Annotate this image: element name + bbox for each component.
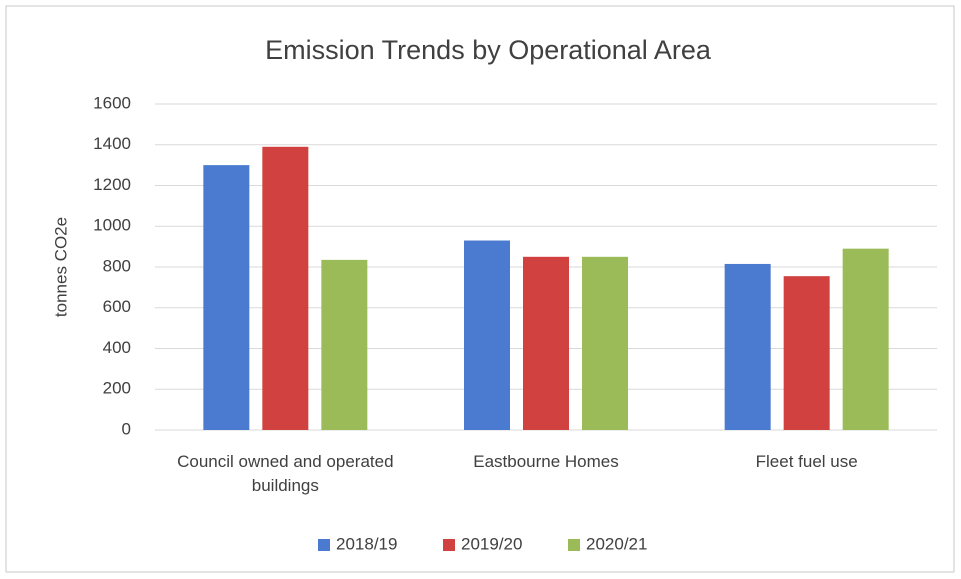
y-tick-label: 1600 — [93, 93, 131, 112]
bar — [464, 240, 510, 430]
bar — [523, 256, 569, 430]
chart-title: Emission Trends by Operational Area — [265, 35, 712, 65]
legend-label: 2018/19 — [336, 534, 397, 553]
x-tick-label: Council owned and operated buildings — [177, 452, 394, 495]
y-tick-label: 1000 — [93, 216, 131, 235]
bar — [783, 276, 830, 430]
y-axis-title: tonnes CO2e — [51, 217, 70, 317]
bar — [262, 146, 309, 430]
bar — [842, 248, 889, 430]
bar — [203, 165, 250, 430]
x-tick-label: Eastbourne Homes — [473, 452, 619, 471]
y-tick-label: 0 — [122, 419, 131, 438]
bar — [582, 256, 628, 430]
legend-swatch — [318, 539, 330, 551]
y-tick-label: 1200 — [93, 175, 131, 194]
bar — [321, 259, 368, 430]
y-tick-label: 600 — [103, 297, 131, 316]
y-tick-label: 200 — [103, 379, 131, 398]
y-tick-label: 400 — [103, 338, 131, 357]
bar — [724, 263, 771, 430]
legend-swatch — [443, 539, 455, 551]
y-tick-label: 1400 — [93, 134, 131, 153]
x-tick-label: Fleet fuel use — [755, 452, 858, 471]
legend-label: 2020/21 — [586, 534, 647, 553]
legend-label: 2019/20 — [461, 534, 522, 553]
y-tick-label: 800 — [103, 256, 131, 275]
legend-swatch — [568, 539, 580, 551]
